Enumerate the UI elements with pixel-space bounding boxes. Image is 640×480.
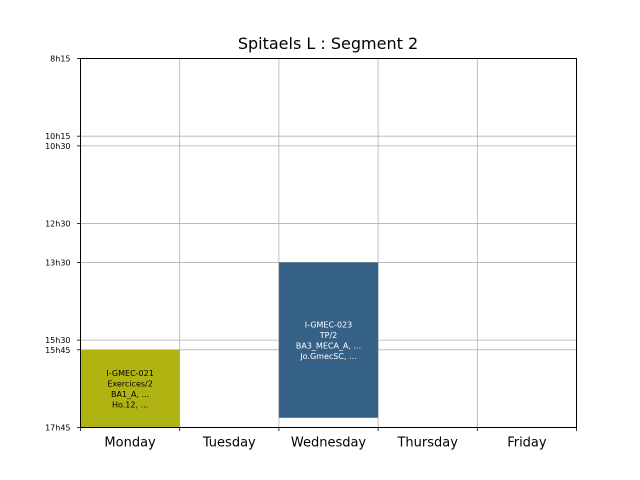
event-label: BA3_MECA_A, ... <box>296 341 361 350</box>
event-label: TP/2 <box>319 331 338 340</box>
x-tick-label: Tuesday <box>202 436 256 451</box>
event-label: Jo.GmecSC, ... <box>299 352 356 361</box>
event-label: I-GMEC-021 <box>106 369 153 378</box>
y-tick-label: 10h30 <box>45 142 70 151</box>
event-block <box>80 349 180 428</box>
event-label: I-GMEC-023 <box>305 320 352 329</box>
x-axis-ticks: Monday Tuesday Wednesday Thursday Friday <box>80 427 577 451</box>
event-label: BA1_A, ... <box>111 390 149 399</box>
y-tick-label: 17h45 <box>45 424 70 433</box>
chart-title: Spitaels L : Segment 2 <box>238 34 418 53</box>
y-tick-label: 10h15 <box>45 132 70 141</box>
x-tick-label: Monday <box>104 436 156 451</box>
y-tick-label: 15h45 <box>45 346 70 355</box>
plot-frame <box>80 58 577 428</box>
x-tick-label: Friday <box>507 436 547 451</box>
y-tick-label: 15h30 <box>45 336 70 345</box>
event-label: Exercices/2 <box>107 379 152 388</box>
y-tick-label: 12h30 <box>45 220 70 229</box>
y-tick-label: 8h15 <box>50 55 70 64</box>
event-label: Ho.12, ... <box>112 400 148 409</box>
x-tick-label: Thursday <box>396 436 458 451</box>
event-block <box>278 262 379 418</box>
x-tick-label: Wednesday <box>291 436 367 451</box>
y-tick-label: 13h30 <box>45 258 70 267</box>
